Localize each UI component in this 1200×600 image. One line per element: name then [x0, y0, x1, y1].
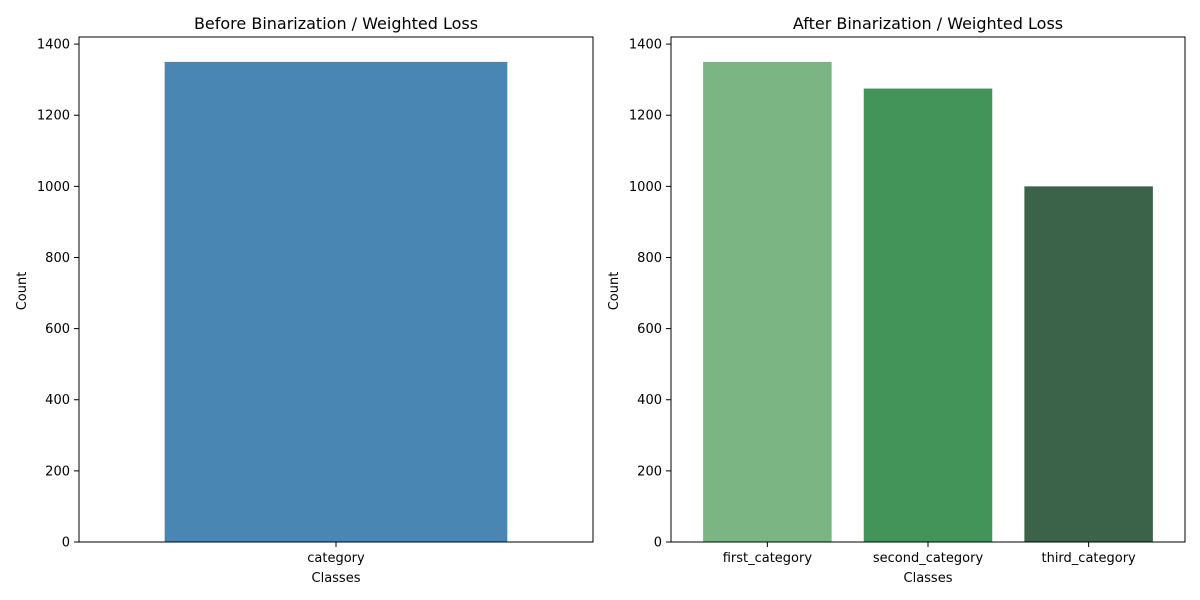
y-axis-label: Count [15, 272, 30, 311]
y-tick-label: 600 [637, 322, 662, 337]
y-tick-label: 200 [637, 464, 662, 479]
x-axis-ticks: category [307, 542, 365, 566]
x-tick-label: first_category [723, 551, 813, 566]
y-axis-ticks: 0 200 400 600 800 1000 1200 1400 [629, 38, 671, 551]
y-axis-label: Count [607, 272, 622, 311]
bar-group [164, 61, 508, 542]
chart-panel-after: After Binarization / Weighted Loss Class… [607, 14, 1186, 586]
x-axis-ticks: first_category second_category third_categ… [723, 542, 1136, 566]
y-axis-ticks: 0 200 400 600 800 1000 1200 1400 [37, 38, 79, 551]
chart-title: Before Binarization / Weighted Loss [194, 14, 478, 33]
y-tick-label: 1200 [37, 109, 70, 124]
y-tick-label: 400 [45, 393, 70, 408]
bar-group [703, 61, 1153, 543]
y-tick-label: 1000 [37, 180, 70, 195]
bar-third-category [1024, 186, 1153, 542]
chart-panel-before: Before Binarization / Weighted Loss Clas… [15, 14, 594, 586]
x-tick-label: category [307, 551, 365, 566]
y-tick-label: 400 [637, 393, 662, 408]
y-tick-label: 1200 [629, 109, 662, 124]
y-tick-label: 1000 [629, 180, 662, 195]
chart-title: After Binarization / Weighted Loss [793, 14, 1063, 33]
y-tick-label: 200 [45, 464, 70, 479]
y-tick-label: 800 [45, 251, 70, 266]
x-tick-label: third_category [1041, 551, 1136, 566]
y-tick-label: 600 [45, 322, 70, 337]
bar-first-category [703, 61, 832, 542]
x-tick-label: second_category [873, 551, 984, 566]
y-tick-label: 0 [654, 536, 662, 551]
bar-category [164, 61, 508, 542]
y-tick-label: 800 [637, 251, 662, 266]
x-axis-label: Classes [904, 571, 953, 586]
plot-frame [78, 36, 594, 543]
y-tick-label: 1400 [37, 38, 70, 53]
y-tick-label: 1400 [629, 38, 662, 53]
bar-second-category [863, 88, 993, 543]
x-axis-label: Classes [312, 571, 361, 586]
plot-frame [670, 36, 1186, 543]
y-tick-label: 0 [62, 536, 70, 551]
